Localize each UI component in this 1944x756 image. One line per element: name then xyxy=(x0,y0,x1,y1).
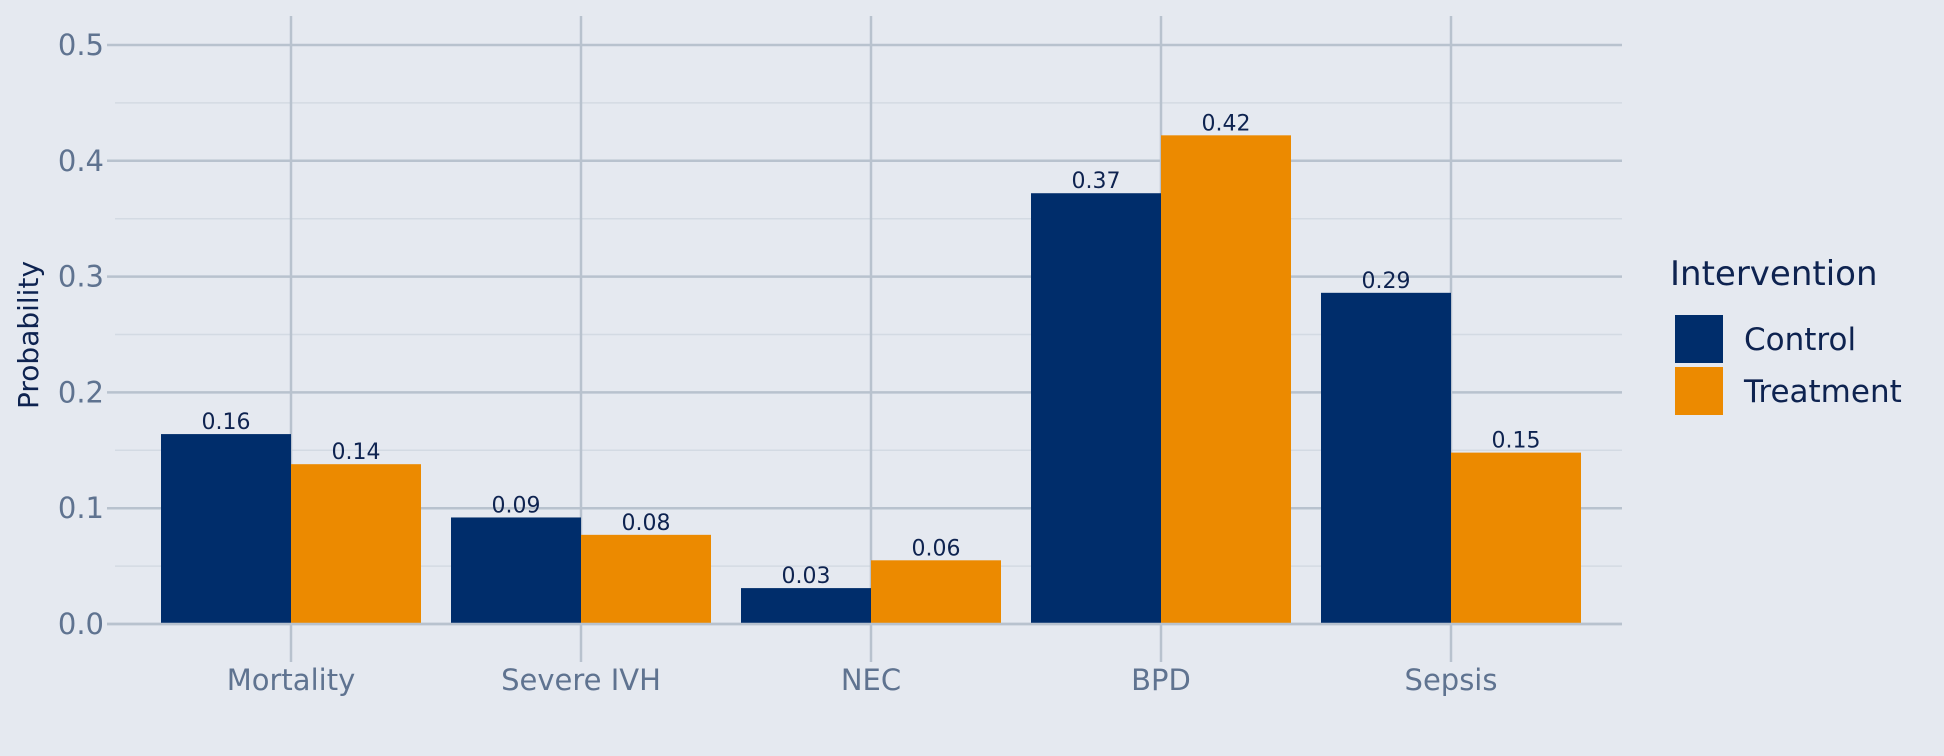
labels-layer: 0.16 0.09 0.03 0.37 0.29 0.14 0.08 0.06 0.42 0.15 xyxy=(202,111,1541,589)
data-label: 0.15 xyxy=(1492,429,1541,454)
legend-label-treatment: Treatment xyxy=(1743,374,1902,410)
bar-control-severe-ivh xyxy=(451,517,581,624)
bar-treatment-sepsis xyxy=(1451,452,1581,624)
bar-control-nec xyxy=(741,588,871,624)
y-tick-label: 0.4 xyxy=(58,144,104,178)
bar-treatment-nec xyxy=(871,560,1001,624)
bar-treatment-severe-ivh xyxy=(581,534,711,624)
y-tick-label: 0.0 xyxy=(58,607,104,641)
y-tick-label: 0.1 xyxy=(58,491,104,525)
legend-items: Control Treatment xyxy=(1675,315,1902,415)
bar-treatment-mortality xyxy=(291,464,421,624)
data-label: 0.42 xyxy=(1202,111,1251,136)
y-tick-label: 0.2 xyxy=(58,375,104,409)
x-tick-label: Sepsis xyxy=(1405,663,1498,697)
y-axis-title: Probability xyxy=(12,261,45,409)
data-label: 0.03 xyxy=(782,564,831,589)
legend-swatch-treatment xyxy=(1675,367,1723,415)
data-label: 0.08 xyxy=(622,511,671,536)
x-tick-label: Mortality xyxy=(227,663,355,697)
y-tick-label: 0.3 xyxy=(58,260,104,294)
data-label: 0.16 xyxy=(202,410,251,435)
data-label: 0.14 xyxy=(332,440,381,465)
x-tick-label: Severe IVH xyxy=(501,663,661,697)
y-tick-label: 0.5 xyxy=(58,28,104,62)
legend: Intervention Control Treatment xyxy=(1670,254,1902,415)
legend-title: Intervention xyxy=(1670,254,1878,294)
bar-treatment-bpd xyxy=(1161,135,1291,624)
data-label: 0.09 xyxy=(492,493,541,518)
legend-label-control: Control xyxy=(1744,322,1856,358)
bar-control-sepsis xyxy=(1321,292,1451,624)
bars-layer xyxy=(161,135,1581,624)
data-label: 0.29 xyxy=(1362,269,1411,294)
x-tick-label: NEC xyxy=(841,663,901,697)
axis-layer: 0.0 0.1 0.2 0.3 0.4 0.5 Mortality Severe IVH NEC… xyxy=(58,28,1622,697)
bar-control-mortality xyxy=(161,434,291,624)
bar-control-bpd xyxy=(1031,193,1161,624)
legend-swatch-control xyxy=(1675,315,1723,363)
data-label: 0.37 xyxy=(1072,169,1121,194)
x-tick-label: BPD xyxy=(1131,663,1191,697)
data-label: 0.06 xyxy=(912,536,961,561)
